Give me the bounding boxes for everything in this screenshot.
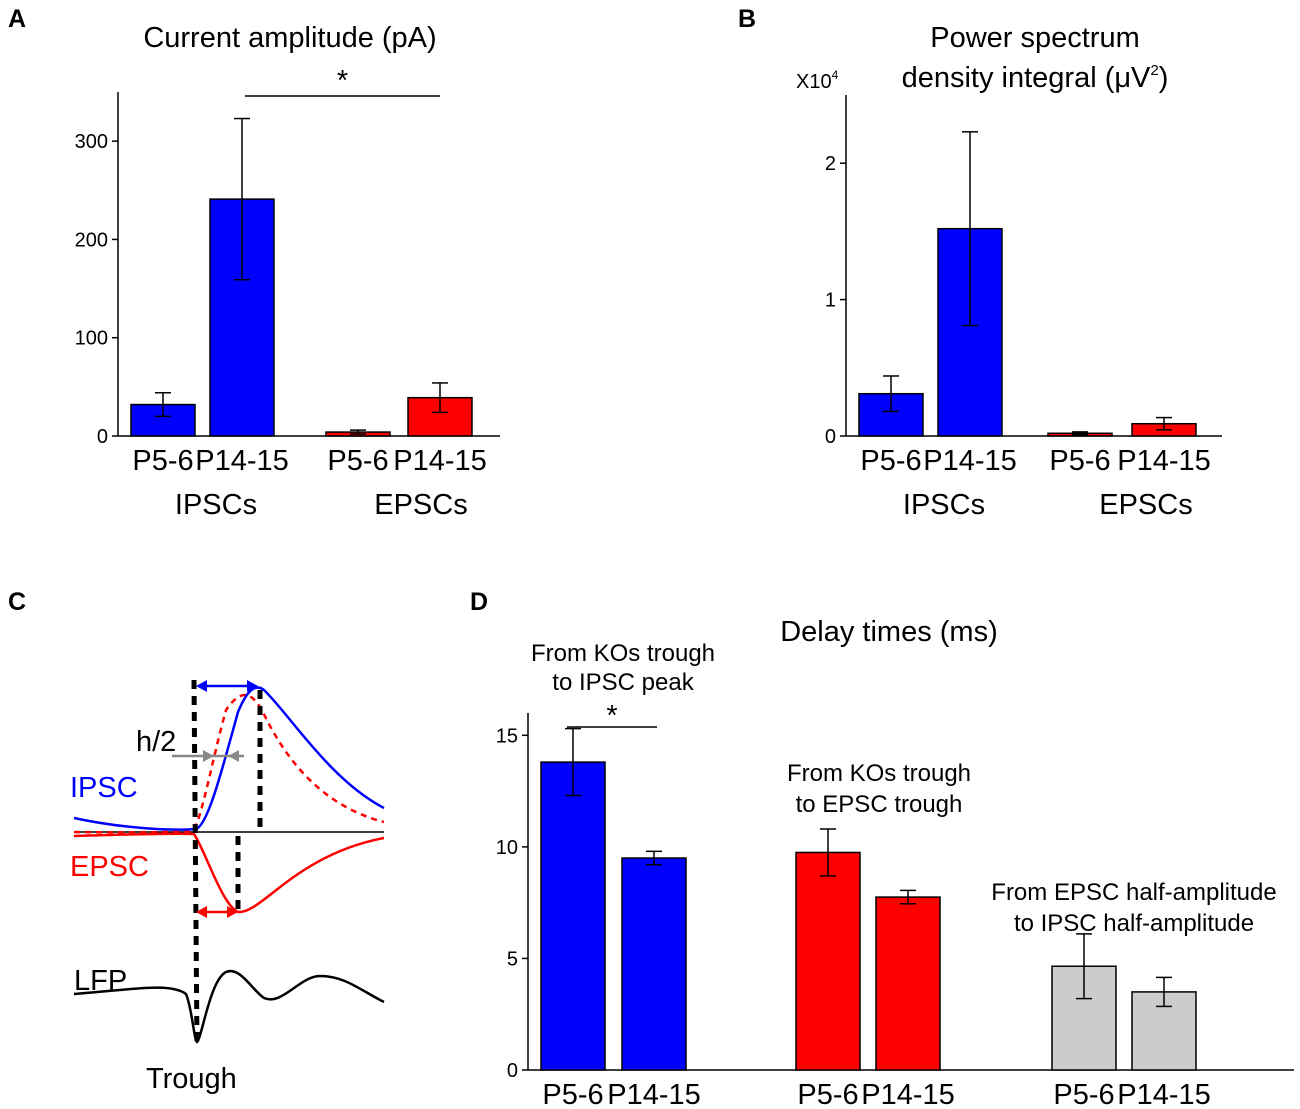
y-tick-label: 10 [496, 837, 518, 859]
category-label: P14-15 [393, 445, 487, 477]
panel-label-c: C [8, 588, 26, 616]
y-tick-label: 200 [75, 229, 108, 251]
panel-label-b: B [738, 5, 756, 33]
epsc-delay-arrowhead-right [227, 906, 238, 918]
category-label: P5-6 [860, 445, 921, 477]
scaled-epsc-dashed-trace [73, 693, 385, 834]
chart-title: Current amplitude (pA) [143, 22, 436, 54]
epsc-label: EPSC [70, 851, 149, 883]
y-tick-label: 1 [825, 290, 836, 312]
significance-star: * [337, 65, 348, 97]
category-label: P14-15 [607, 1079, 701, 1109]
group-label: EPSCs [1099, 489, 1192, 521]
epsc-trace [73, 832, 385, 914]
category-label: P5-6 [1053, 1079, 1114, 1109]
chart-title-line1: Power spectrum [930, 22, 1140, 54]
category-label: P5-6 [327, 445, 388, 477]
lfp-trace [73, 969, 385, 1044]
bar [795, 851, 861, 1071]
group-label: IPSCs [175, 489, 257, 521]
y-tick-label: 0 [507, 1060, 518, 1082]
group-annotation-line2: to EPSC trough [796, 791, 963, 818]
category-label: P5-6 [797, 1079, 858, 1109]
ipsc-trace [73, 686, 385, 831]
h2-label: h/2 [136, 726, 176, 758]
category-label: P14-15 [861, 1079, 955, 1109]
ipsc-delay-arrowhead-left [196, 680, 207, 692]
category-label: P14-15 [195, 445, 289, 477]
group-annotation-line1: From KOs trough [787, 760, 971, 787]
half-amplitude-arrowhead-left [228, 750, 239, 762]
category-label: P5-6 [132, 445, 193, 477]
category-label: P14-15 [1117, 445, 1211, 477]
trough-marker-dashed-line [191, 679, 200, 1049]
ipsc-label: IPSC [70, 772, 138, 804]
lfp-label: LFP [74, 965, 127, 997]
category-label: P5-6 [542, 1079, 603, 1109]
bar [540, 761, 606, 1071]
y-tick-label: 2 [825, 153, 836, 175]
group-label: EPSCs [374, 489, 467, 521]
y-tick-label: 100 [75, 328, 108, 350]
bar [875, 896, 941, 1071]
y-tick-label: 0 [825, 426, 836, 448]
y-multiplier: X104 [796, 68, 839, 93]
panel-label-d: D [470, 588, 488, 616]
y-tick-label: 15 [496, 725, 518, 747]
group-annotation-line2: to IPSC peak [552, 669, 694, 696]
chart-title: Delay times (ms) [780, 616, 998, 648]
y-tick-label: 300 [75, 131, 108, 153]
group-annotation-line2: to IPSC half-amplitude [1014, 910, 1254, 937]
epsc-delay-arrowhead-left [196, 906, 207, 918]
y-tick-label: 5 [507, 948, 518, 970]
bar [621, 857, 687, 1071]
trough-label: Trough [146, 1063, 237, 1095]
chart-title-line2: density integral (μV2) [902, 62, 1169, 94]
group-annotation-line1: From EPSC half-amplitude [991, 879, 1276, 906]
half-amplitude-arrowhead-right [203, 750, 214, 762]
group-label: IPSCs [903, 489, 985, 521]
significance-star: * [606, 700, 617, 732]
category-label: P14-15 [923, 445, 1017, 477]
panel-c-schematic: h/2 IPSC EPSC LFP Trough [70, 679, 385, 1095]
category-label: P5-6 [1049, 445, 1110, 477]
category-label: P14-15 [1117, 1079, 1211, 1109]
panel-label-a: A [8, 5, 26, 33]
y-tick-label: 0 [97, 426, 108, 448]
group-annotation-line1: From KOs trough [531, 640, 715, 667]
ipsc-delay-arrowhead-right [247, 680, 258, 692]
